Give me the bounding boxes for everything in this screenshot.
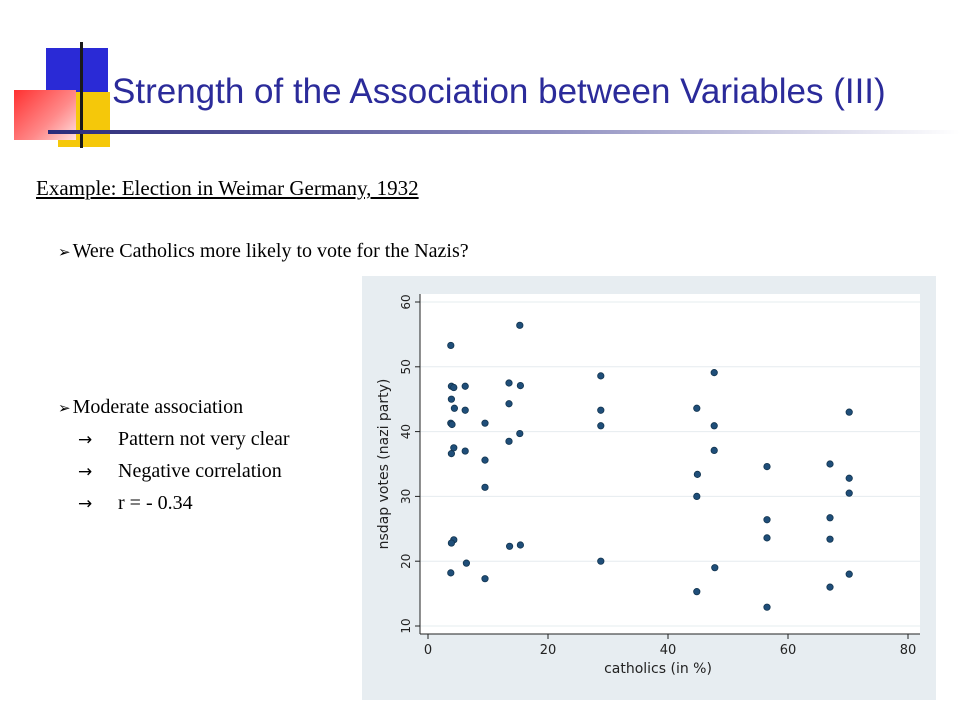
plot-area	[420, 294, 920, 634]
scatter-point	[481, 575, 489, 583]
scatter-point	[461, 447, 469, 455]
scatter-point	[845, 408, 853, 416]
scatter-point	[826, 460, 834, 468]
example-heading: Example: Election in Weimar Germany, 193…	[36, 176, 419, 200]
scatter-point	[693, 470, 701, 478]
scatter-point	[710, 369, 718, 377]
finding-item: → Pattern not very clear	[78, 428, 290, 450]
scatter-point	[506, 542, 514, 550]
scatter-point	[763, 516, 771, 524]
x-tick-label: 20	[540, 643, 557, 658]
y-ticks: 10 20 30 40 50 60	[399, 294, 420, 634]
scatter-point	[505, 437, 513, 445]
scatter-point	[448, 420, 456, 429]
scatter-point	[826, 583, 834, 591]
scatter-point	[597, 372, 605, 380]
y-tick-label: 60	[399, 294, 413, 309]
scatter-point	[763, 462, 771, 471]
scatter-point	[461, 406, 469, 414]
scatter-point	[597, 557, 605, 565]
question-text: Were Catholics more likely to vote for t…	[72, 240, 469, 262]
scatter-point	[447, 395, 456, 403]
right-arrow-icon: →	[78, 462, 93, 482]
scatter-point	[462, 559, 471, 567]
scatter-point	[597, 422, 605, 430]
scatter-point	[845, 474, 853, 482]
scatter-point	[447, 539, 456, 547]
data-points	[447, 321, 853, 611]
scatter-point	[447, 341, 455, 350]
scatter-point	[516, 541, 524, 549]
x-tick-label: 80	[900, 643, 917, 658]
scatter-point	[693, 588, 701, 596]
x-ticks: 0 20 40 60 80	[424, 634, 916, 658]
findings-heading: Moderate association	[72, 396, 244, 418]
scatter-point	[505, 379, 513, 387]
x-tick-label: 60	[780, 643, 797, 658]
question-bullet: ➢ Were Catholics more likely to vote for …	[58, 240, 469, 263]
scatter-point	[450, 404, 459, 412]
deco-vertical-line	[80, 42, 83, 148]
scatter-point	[693, 492, 701, 500]
scatter-point	[597, 406, 605, 414]
scatter-point	[481, 483, 489, 491]
right-arrow-icon: →	[78, 430, 93, 450]
scatter-point	[505, 400, 513, 408]
scatter-point	[826, 514, 834, 522]
y-axis-label: nsdap votes (nazi party)	[376, 379, 392, 550]
scatter-point	[481, 456, 489, 464]
y-tick-label: 20	[399, 554, 413, 569]
scatter-point	[516, 321, 524, 329]
scatter-point	[516, 381, 524, 390]
y-tick-label: 30	[399, 489, 413, 504]
arrow-bullet-icon: ➢	[58, 243, 71, 261]
scatter-point	[710, 422, 718, 430]
scatter-point	[826, 535, 834, 543]
finding-item: → Negative correlation	[78, 460, 282, 482]
page-title: Strength of the Association between Vari…	[112, 72, 886, 111]
scatter-point	[711, 564, 719, 572]
scatter-point	[516, 429, 524, 438]
grid-lines	[420, 301, 920, 627]
scatter-point	[845, 570, 853, 578]
title-divider	[48, 130, 960, 134]
right-arrow-icon: →	[78, 494, 93, 514]
scatter-point	[845, 489, 853, 497]
scatter-point	[450, 383, 458, 392]
scatter-point	[763, 534, 771, 542]
findings-bullet: ➢ Moderate association	[58, 396, 243, 419]
arrow-bullet-icon: ➢	[58, 399, 71, 417]
x-axis-label: catholics (in %)	[604, 661, 712, 677]
y-tick-label: 50	[399, 359, 413, 374]
scatter-point	[693, 404, 701, 412]
y-tick-label: 40	[399, 424, 413, 439]
x-tick-label: 0	[424, 643, 432, 658]
scatter-point	[447, 569, 455, 577]
scatter-point	[447, 450, 456, 458]
axes	[419, 294, 920, 635]
scatter-point	[461, 382, 469, 390]
scatter-point	[710, 446, 718, 454]
y-tick-label: 10	[399, 618, 413, 633]
x-tick-label: 40	[660, 643, 677, 658]
scatter-point	[481, 419, 489, 427]
scatter-point	[763, 603, 771, 611]
finding-item: → r = - 0.34	[78, 492, 193, 514]
